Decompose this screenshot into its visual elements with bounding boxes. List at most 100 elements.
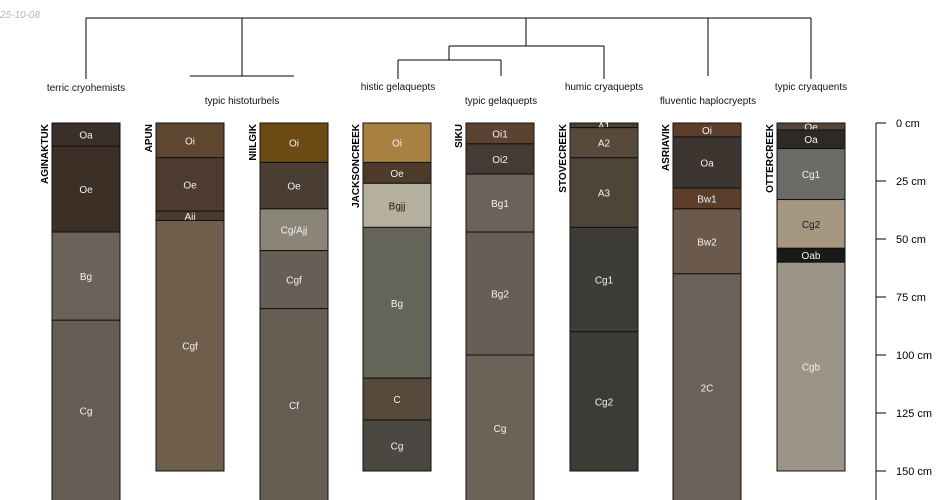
taxon-label-t3: histic gelaquepts [361,82,436,93]
horizon-stovecreek-4 [569,331,639,472]
axis-tick-label: 75 cm [896,292,926,304]
horizon-ottercreek-5 [776,261,846,472]
axis-tick-label: 0 cm [896,118,920,130]
axis-tick-label: 100 cm [896,350,932,362]
horizon-aginaktuk-3 [51,319,121,500]
horizon-label: Oa [79,131,93,142]
horizon-label: Cg/Ajj [281,226,308,237]
horizon-jacksoncreek-3 [362,226,432,379]
horizon-label: Oi1 [492,129,508,140]
horizon-label: A3 [598,189,611,200]
profile-siku: Oi1 Oi2 Bg1 Bg2 Cg SIKU [454,122,535,500]
taxon-label-t2: typic histoturbels [205,96,279,107]
depth-axis: 0 cm 25 cm 50 cm 75 cm 100 cm 125 cm 150 cm [875,118,932,500]
horizon-label: Oa [804,135,818,146]
horizon-label: Ajj [184,212,195,223]
horizon-jacksoncreek-4 [362,377,432,421]
profile-niilgik: Oi Oe Cg/Ajj Cgf Cf NIILGIK [248,122,329,500]
profile-aginaktuk: Oa Oe Bg Cg AGINAKTUK [40,122,121,500]
taxon-label-t7: typic cryaquents [775,82,847,93]
horizon-label: Bgjj [389,201,406,212]
horizon-jacksoncreek-2 [362,182,432,228]
horizon-label: Cgb [802,363,821,374]
horizon-ottercreek-3 [776,199,846,249]
horizon-siku-1 [465,143,535,175]
horizon-asriavik-1 [672,136,742,189]
horizon-label: C [393,395,400,406]
horizon-label: Cgf [286,276,302,287]
horizon-label: Oa [700,158,714,169]
horizon-label: 2C [701,383,714,394]
horizon-label: Oe [804,122,818,133]
horizon-jacksoncreek-0 [362,122,432,163]
horizon-niilgik-4 [259,308,329,500]
horizon-siku-2 [465,173,535,233]
taxon-label-t4: typic gelaquepts [465,96,537,107]
horizon-ottercreek-2 [776,148,846,201]
horizon-label: Bw1 [697,194,717,205]
horizon-label: Bg [80,272,92,283]
taxon-label-t5: humic cryaquepts [565,82,643,93]
axis-tick-label: 25 cm [896,176,926,188]
horizon-stovecreek-2 [569,157,639,228]
profile-name: AGINAKTUK [40,123,51,184]
horizon-label: Oe [79,185,93,196]
axis-tick-label: 50 cm [896,234,926,246]
horizon-label: Cgf [182,342,198,353]
horizon-label: Cg1 [595,276,614,287]
profile-name: SIKU [454,124,465,148]
horizon-label: Bg1 [491,199,509,210]
horizon-label: Bw2 [697,237,717,248]
horizon-label: Bg2 [491,290,509,301]
profile-jacksoncreek: Oi Oe Bgjj Bg C Cg JACKSONCREEK [351,122,432,472]
horizon-label: Cg1 [802,170,821,181]
horizon-label: Oab [802,251,821,262]
taxon-label-t1: terric cryohemists [47,83,125,94]
profile-apun: Oi Oe Ajj Cgf APUN [144,122,225,472]
profile-name: NIILGIK [248,123,259,160]
axis-tick-label: 125 cm [896,408,932,420]
horizon-label: Cg [391,441,404,452]
horizon-label: Cg2 [595,397,614,408]
horizon-label: Cg [80,407,93,418]
soil-profiles: Oa Oe Bg Cg AGINAKTUK Oi Oe Ajj Cgf APUN Oi Oe Cg/Aj… [40,121,846,500]
horizon-label: Oe [287,182,301,193]
horizon-label: Bg [391,299,403,310]
horizon-label: Cg [494,424,507,435]
horizon-label: Cg2 [802,220,821,231]
horizon-jacksoncreek-5 [362,419,432,472]
profile-name: APUN [144,124,155,152]
taxon-label-t6: fluventic haplocryepts [660,96,756,107]
profile-name: OTTERCREEK [765,123,776,193]
profile-name: JACKSONCREEK [351,123,362,208]
horizon-asriavik-4 [672,273,742,500]
horizon-label: Oi [185,136,195,147]
profile-name: STOVECREEK [558,123,569,192]
date-stamp: 25-10-08 [0,10,40,21]
horizon-label: Oi2 [492,155,508,166]
horizon-label: Oi [392,139,402,150]
horizon-siku-3 [465,231,535,356]
profile-asriavik: Oi Oa Bw1 Bw2 2C ASRIAVIK [661,122,742,500]
profile-stovecreek: A1 A2 A3 Cg1 Cg2 STOVECREEK [558,121,639,472]
profile-ottercreek: Oe Oa Cg1 Cg2 Oab Cgb OTTERCREEK [765,122,846,472]
horizon-stovecreek-1 [569,127,639,159]
horizon-label: Oe [183,180,197,191]
horizon-label: A1 [598,121,611,132]
horizon-label: Oi [702,126,712,137]
horizon-niilgik-0 [259,122,329,163]
horizon-label: Cf [289,401,299,412]
horizon-label: Oe [390,169,404,180]
horizon-apun-0 [155,122,225,159]
horizon-siku-4 [465,354,535,500]
axis-tick-label: 150 cm [896,466,932,478]
profile-name: ASRIAVIK [661,123,672,171]
taxa-labels: terric cryohemists typic histoturbels hist… [47,82,847,107]
horizon-label: Oi [289,139,299,150]
horizon-niilgik-2 [259,208,329,252]
horizon-apun-1 [155,157,225,212]
horizon-niilgik-3 [259,250,329,310]
horizon-apun-3 [155,219,225,472]
horizon-label: A2 [598,139,611,150]
